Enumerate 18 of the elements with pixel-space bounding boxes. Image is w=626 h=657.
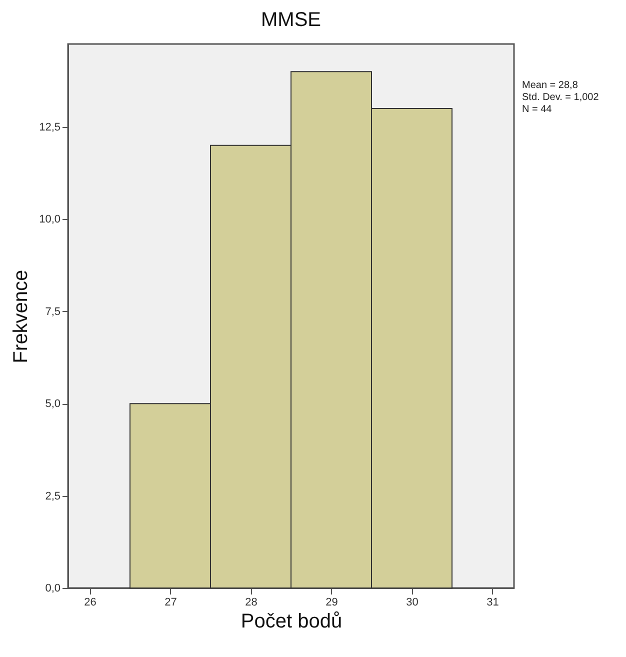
x-tick-label: 26 <box>84 596 96 608</box>
x-axis-title: Počet bodů <box>240 610 342 632</box>
x-tick-label: 31 <box>486 596 499 608</box>
text: Mean = 28,8 <box>522 80 578 91</box>
y-tick-label: 2,5 <box>45 490 60 502</box>
y-tick-label: 12,5 <box>39 121 60 134</box>
y-tick-label: 0,0 <box>45 582 60 594</box>
y-tick-label: 10,0 <box>39 214 60 226</box>
x-tick-label: 29 <box>326 596 338 608</box>
y-axis-title: Frekvence <box>10 270 32 364</box>
text: Std. Dev. = 1,002 <box>522 92 600 103</box>
x-tick-label: 27 <box>164 596 177 608</box>
x-tick-label: 28 <box>245 596 258 608</box>
text: N = 44 <box>522 104 552 115</box>
y-tick-label: 5,0 <box>45 398 60 410</box>
chart-title: MMSE <box>261 9 321 31</box>
x-tick-label: 30 <box>406 596 418 608</box>
y-tick-label: 7,5 <box>45 306 60 318</box>
